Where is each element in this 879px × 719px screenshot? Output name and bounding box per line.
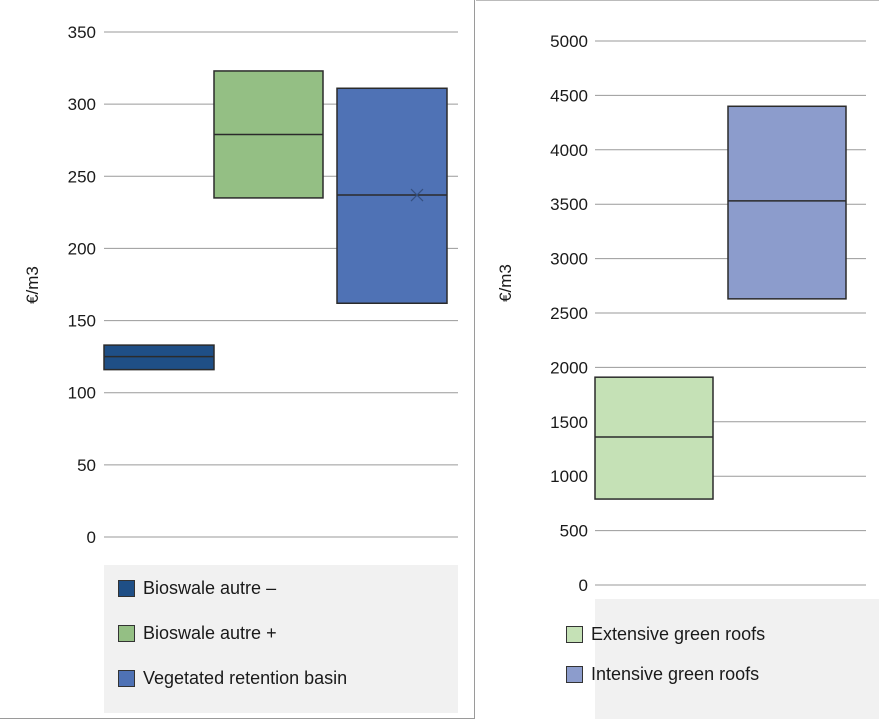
y-tick-label: 4500 [550, 86, 588, 105]
y-tick-label: 500 [560, 522, 588, 541]
y-tick-label: 2500 [550, 304, 588, 323]
y-tick-label: 150 [68, 312, 96, 331]
legend-swatch [118, 670, 135, 687]
right-chart: €/m3 0 500 1000 1500 2000 2500 3000 3500 4000 4500… [496, 32, 866, 595]
y-tick-label: 3000 [550, 250, 588, 269]
left-chart-panel: €/m3 0 50 100 150 200 250 300 350 Bioswale autre… [0, 0, 475, 719]
y-axis-label: €/m3 [496, 264, 515, 302]
legend-swatch [566, 626, 583, 643]
legend-label: Bioswale autre + [143, 623, 277, 643]
y-tick-label: 250 [68, 167, 96, 186]
legend-item: Vegetated retention basin [118, 668, 347, 689]
y-tick-label: 1000 [550, 467, 588, 486]
legend-swatch [118, 625, 135, 642]
legend-swatch [118, 580, 135, 597]
y-tick-label: 50 [77, 456, 96, 475]
legend-item: Extensive green roofs [566, 624, 765, 645]
legend-item: Bioswale autre + [118, 623, 277, 644]
y-tick-label: 0 [87, 528, 96, 547]
y-tick-label: 0 [579, 576, 588, 595]
y-tick-label: 1500 [550, 413, 588, 432]
left-legend [104, 565, 458, 713]
y-tick-label: 2000 [550, 358, 588, 377]
y-axis-label: €/m3 [23, 266, 42, 304]
y-tick-label: 350 [68, 23, 96, 42]
y-tick-label: 100 [68, 384, 96, 403]
box-1 [594, 376, 714, 500]
legend-label: Intensive green roofs [591, 664, 760, 684]
legend-label: Vegetated retention basin [143, 668, 348, 688]
legend-label: Extensive green roofs [591, 624, 766, 644]
y-tick-label: 4000 [550, 141, 588, 160]
legend-swatch [566, 666, 583, 683]
right-chart-panel: €/m3 0 500 1000 1500 2000 2500 3000 3500 4000 4500… [476, 0, 879, 719]
legend-label: Bioswale autre – [143, 578, 277, 598]
left-chart: €/m3 0 50 100 150 200 250 300 350 [23, 23, 458, 547]
y-tick-label: 300 [68, 95, 96, 114]
box-2 [727, 105, 847, 300]
mean-marker [410, 188, 424, 202]
y-tick-label: 5000 [550, 32, 588, 51]
legend-item: Bioswale autre – [118, 578, 276, 599]
y-tick-label: 200 [68, 239, 96, 258]
legend-item: Intensive green roofs [566, 664, 759, 685]
right-legend [595, 599, 879, 719]
y-tick-label: 3500 [550, 195, 588, 214]
